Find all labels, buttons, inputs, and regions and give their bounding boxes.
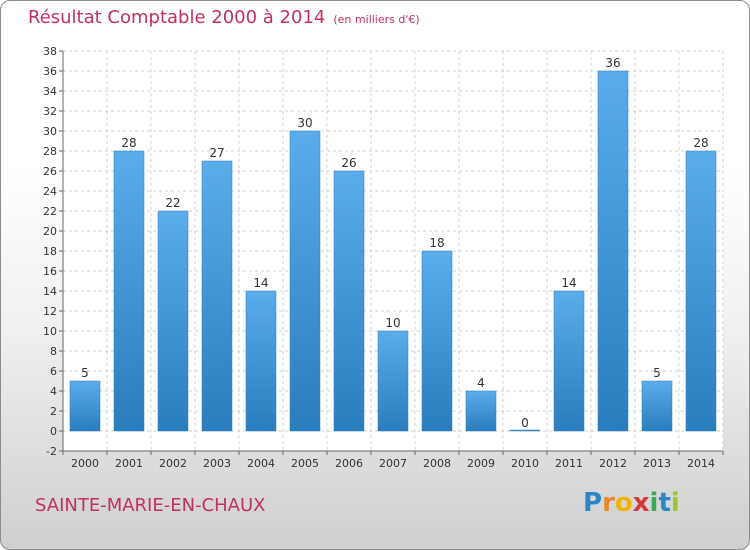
logo-letter: P (583, 488, 603, 518)
x-tick-label: 2006 (335, 457, 363, 470)
y-tick-label: 32 (43, 105, 57, 118)
y-tick-label: 4 (50, 385, 57, 398)
x-tick-label: 2010 (511, 457, 539, 470)
value-label-2000: 5 (81, 366, 89, 380)
bar-2010 (509, 429, 541, 432)
x-tick-label: 2009 (467, 457, 495, 470)
y-tick-label: 36 (43, 65, 57, 78)
y-tick-label: 22 (43, 205, 57, 218)
x-tick-label: 2007 (379, 457, 407, 470)
y-tick-label: 14 (43, 285, 57, 298)
value-label-2006: 26 (341, 156, 356, 170)
bar-2012 (597, 70, 629, 432)
logo-letter: i (649, 488, 659, 518)
bar-2003 (201, 160, 233, 432)
y-tick-label: 34 (43, 85, 57, 98)
value-label-2003: 27 (209, 146, 224, 160)
bar-2000 (69, 380, 101, 432)
y-tick-label: 30 (43, 125, 57, 138)
y-tick-label: 38 (43, 45, 57, 58)
value-label-2013: 5 (653, 366, 661, 380)
x-tick-label: 2014 (687, 457, 715, 470)
logo-letter: o (614, 488, 633, 518)
value-label-2012: 36 (605, 56, 620, 70)
logo-letter: t (658, 488, 671, 518)
bar-2014 (685, 150, 717, 432)
x-tick-label: 2008 (423, 457, 451, 470)
x-tick-label: 2004 (247, 457, 275, 470)
y-tick-label: 24 (43, 185, 57, 198)
x-tick-label: 2005 (291, 457, 319, 470)
y-tick-label: 26 (43, 165, 57, 178)
value-label-2008: 18 (429, 236, 444, 250)
x-tick-label: 2002 (159, 457, 187, 470)
y-tick-label: 20 (43, 225, 57, 238)
bar-2007 (377, 330, 409, 432)
bar-2001 (113, 150, 145, 432)
value-label-2001: 28 (121, 136, 136, 150)
value-label-2010: 0 (521, 416, 529, 430)
y-tick-label: 0 (50, 425, 57, 438)
x-tick-label: 2011 (555, 457, 583, 470)
x-tick-label: 2013 (643, 457, 671, 470)
value-label-2014: 28 (693, 136, 708, 150)
logo-letter: i (670, 488, 680, 518)
value-label-2011: 14 (561, 276, 576, 290)
y-tick-label: 18 (43, 245, 57, 258)
value-label-2004: 14 (253, 276, 268, 290)
bar-2011 (553, 290, 585, 432)
chart-subtitle: (en milliers d'€) (333, 13, 420, 26)
value-label-2009: 4 (477, 376, 485, 390)
value-label-2007: 10 (385, 316, 400, 330)
bar-2004 (245, 290, 277, 432)
y-tick-label: 12 (43, 305, 57, 318)
bar-2002 (157, 210, 189, 432)
commune-name: SAINTE-MARIE-EN-CHAUX (35, 495, 266, 516)
value-label-2002: 22 (165, 196, 180, 210)
y-tick-label: 2 (50, 405, 57, 418)
y-tick-label: 8 (50, 345, 57, 358)
logo-letter: r (602, 488, 615, 518)
bar-2005 (289, 130, 321, 432)
x-tick-label: 2001 (115, 457, 143, 470)
y-tick-label: 6 (50, 365, 57, 378)
bar-2009 (465, 390, 497, 432)
y-tick-label: -2 (46, 445, 57, 458)
logo-letter: x (632, 488, 650, 518)
bar-2006 (333, 170, 365, 432)
chart-title-text: Résultat Comptable 2000 à 2014 (28, 7, 326, 28)
y-tick-label: 16 (43, 265, 57, 278)
chart-title: Résultat Comptable 2000 à 2014 (en millie… (28, 7, 420, 28)
x-tick-label: 2000 (71, 457, 99, 470)
bar-2013 (641, 380, 673, 432)
y-tick-label: 28 (43, 145, 57, 158)
x-tick-label: 2012 (599, 457, 627, 470)
x-tick-label: 2003 (203, 457, 231, 470)
value-label-2005: 30 (297, 116, 312, 130)
y-tick-label: 10 (43, 325, 57, 338)
bar-2008 (421, 250, 453, 432)
proxiti-logo: Proxiti (583, 488, 680, 518)
